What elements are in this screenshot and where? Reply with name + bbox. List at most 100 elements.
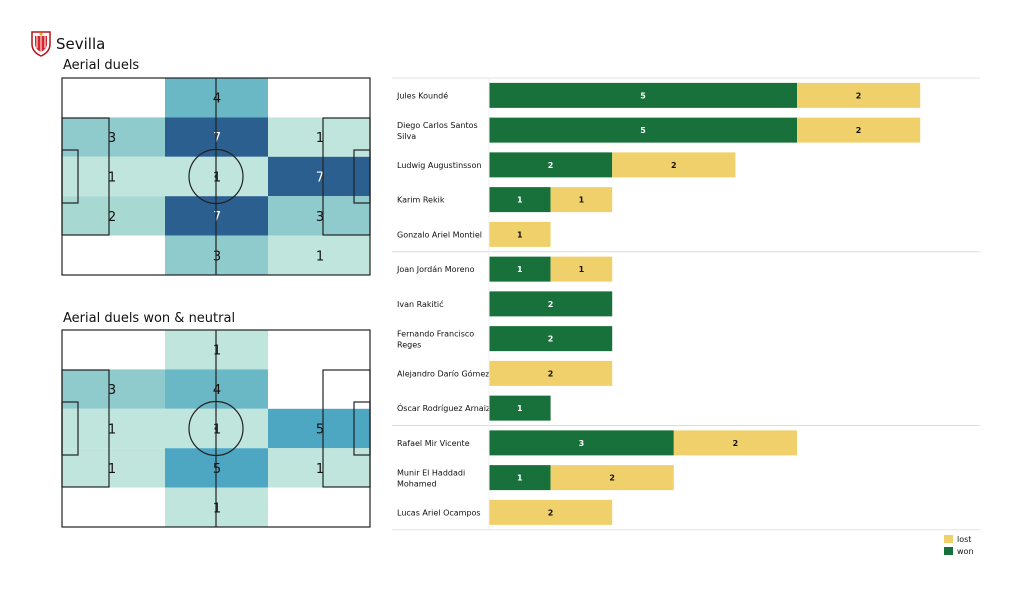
bar-won [489, 117, 797, 143]
bar-lost-value: 2 [733, 439, 739, 448]
player-name-label: Rafael Mir Vicente [397, 439, 470, 448]
player-name-label: Reges [397, 341, 421, 350]
bar-won-value: 2 [548, 300, 554, 309]
goal-area-left [61, 401, 79, 456]
player-name-label: Gonzalo Ariel Montiel [397, 230, 482, 239]
bar-lost-value: 1 [579, 265, 585, 274]
heat-zone [268, 369, 370, 409]
heat-zone-count: 7 [316, 171, 324, 186]
heat-zone-count: 3 [316, 210, 324, 225]
heat-zone-count: 5 [316, 423, 324, 438]
heat-zone-count: 3 [108, 383, 116, 398]
center-spot [214, 175, 218, 178]
bar-won-value: 1 [517, 404, 523, 413]
bar-lost-value: 2 [671, 161, 677, 170]
heat-zone-count: 1 [108, 423, 116, 438]
bar-won-value: 1 [517, 196, 523, 205]
player-name-label: Alejandro Darío Gómez [397, 368, 489, 378]
pitch-heatmap-aerial-duels-won-neutral: 1 3 4 1 1 5 1 5 1 1 [61, 329, 371, 528]
goal-area-left [61, 149, 79, 204]
bar-won [489, 430, 674, 456]
bar-won [489, 152, 613, 178]
bar-lost-value: 1 [579, 196, 585, 205]
heat-zone-count: 5 [213, 462, 221, 477]
player-aerial-duels-bar-chart: Jules Koundé 5 2 Diego Carlos Santos Silva 5 2… [392, 77, 980, 531]
legend-swatch [944, 535, 953, 543]
bar-lost-value: 2 [856, 126, 862, 135]
team-header: Sevilla [31, 31, 105, 57]
heat-zone [268, 487, 370, 527]
bar-won-value: 3 [579, 439, 585, 448]
heat-zone-count: 1 [213, 423, 221, 438]
bar-lost [550, 465, 674, 491]
bar-won-value: 1 [517, 474, 523, 483]
sevilla-crest-icon [31, 31, 51, 57]
heat-zone [268, 117, 370, 157]
bar-won [489, 291, 613, 317]
heat-zone [62, 117, 165, 157]
bar-won-value: 5 [640, 91, 646, 100]
bar-lost-value: 1 [517, 230, 523, 239]
legend-label: lost [957, 535, 971, 544]
heat-zone-count: 1 [316, 462, 324, 477]
bar-won-value: 2 [548, 161, 554, 170]
goal-area-right [353, 401, 371, 456]
heat-zone-count: 3 [108, 131, 116, 146]
chart-legend: lost won [944, 535, 974, 556]
bar-lost [797, 82, 921, 108]
heat-zone [268, 408, 370, 449]
heat-zone-count: 1 [213, 344, 221, 359]
heat-zone [62, 448, 165, 488]
bar-lost [489, 360, 613, 386]
pitch-heatmap-aerial-duels: 43 7 11 1 72 7 33 1 [61, 77, 371, 276]
bar-won [489, 395, 551, 421]
center-spot [214, 427, 218, 430]
bar-lost [489, 221, 551, 247]
player-name-label: Jules Koundé [396, 90, 448, 100]
heat-zone [268, 196, 370, 236]
heat-zone [62, 408, 165, 449]
heat-zone [62, 330, 165, 370]
heat-zone [62, 235, 165, 275]
heat-zone [268, 156, 370, 197]
pitch-map-title-1: Aerial duels [63, 58, 139, 73]
center-circle [188, 148, 244, 205]
heat-zone [62, 196, 165, 236]
heat-zone [268, 235, 370, 275]
legend-swatch [944, 547, 953, 555]
player-name-label: Mohamed [397, 480, 437, 489]
player-name-label: Karim Rekik [397, 196, 445, 205]
heat-zone-count: 1 [213, 171, 221, 186]
bar-lost [797, 117, 921, 143]
heat-zone [62, 369, 165, 409]
player-name-label: Ludwig Augustinsson [397, 161, 481, 170]
heat-zone [268, 78, 370, 118]
bar-won [489, 256, 551, 282]
heat-zone [62, 487, 165, 527]
player-name-label: Fernando Francisco [397, 330, 474, 339]
heat-zone-count: 1 [108, 462, 116, 477]
bar-lost [550, 187, 613, 213]
bar-won [489, 187, 551, 213]
player-name-label: Munir El Haddadi [397, 469, 465, 478]
player-name-label: Lucas Ariel Ocampos [397, 508, 481, 517]
bar-lost [612, 152, 736, 178]
heat-zone-count: 3 [213, 249, 221, 264]
center-circle [188, 400, 244, 457]
heat-zone-count: 1 [108, 171, 116, 186]
bar-won [489, 326, 613, 352]
goal-area-right [353, 149, 371, 204]
bar-won-value: 5 [640, 126, 646, 135]
heat-zone-count: 1 [213, 501, 221, 516]
bar-lost-value: 2 [548, 369, 554, 378]
heat-zone-count: 2 [108, 210, 116, 225]
heat-zone-count: 1 [316, 249, 324, 264]
bar-lost-value: 2 [609, 474, 615, 483]
bar-won [489, 82, 797, 108]
heat-zone [62, 78, 165, 118]
heat-zone [268, 448, 370, 488]
bar-lost [550, 256, 613, 282]
player-name-label: Joan Jordán Moreno [396, 265, 475, 274]
